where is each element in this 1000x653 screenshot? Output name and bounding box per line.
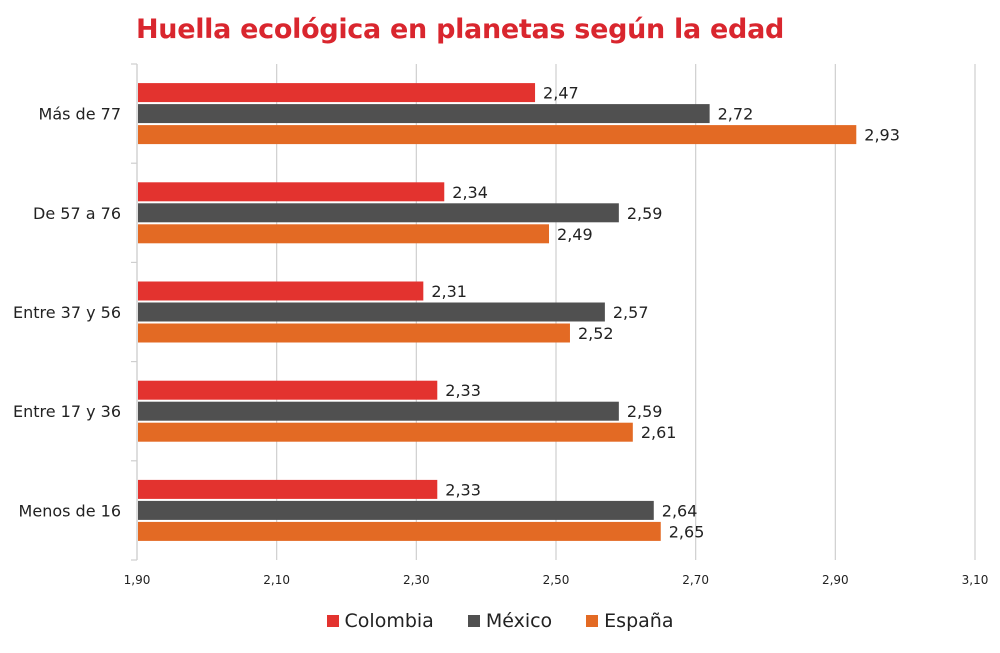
x-tick-label: 2,70	[682, 573, 709, 587]
data-label: 2,34	[452, 183, 488, 202]
x-tick-label: 2,50	[543, 573, 570, 587]
x-tick-label: 2,90	[822, 573, 849, 587]
bar-espana	[138, 224, 550, 244]
chart-title: Huella ecológica en planetas según la ed…	[136, 14, 785, 45]
legend-item-espana: España	[586, 610, 673, 632]
legend-swatch	[326, 615, 339, 627]
bar-espana	[138, 521, 661, 541]
data-label: 2,72	[718, 105, 754, 124]
bar-espana	[138, 422, 633, 442]
category-label: Entre 37 y 56	[13, 303, 121, 322]
data-label: 2,57	[613, 303, 649, 322]
legend-label: Colombia	[344, 610, 434, 632]
bar-mexico	[138, 401, 619, 421]
data-label: 2,59	[627, 402, 663, 421]
data-label: 2,33	[445, 480, 481, 499]
bar-espana	[138, 323, 570, 343]
x-tick-label: 1,90	[124, 573, 151, 587]
category-label: De 57 a 76	[33, 204, 121, 223]
x-tick-label: 3,10	[962, 573, 989, 587]
data-label: 2,31	[431, 282, 467, 301]
bar-colombia	[138, 479, 438, 499]
data-label: 2,61	[641, 423, 677, 442]
data-label: 2,49	[557, 225, 593, 244]
legend-item-mexico: México	[467, 610, 553, 632]
legend-item-colombia: Colombia	[326, 610, 434, 632]
legend-label: España	[604, 610, 674, 632]
legend-swatch	[467, 615, 480, 627]
bar-mexico	[138, 203, 619, 223]
bar-colombia	[138, 281, 424, 301]
bar-mexico	[138, 500, 654, 520]
bar-mexico	[138, 302, 605, 322]
bar-colombia	[138, 380, 438, 400]
category-label: Más de 77	[39, 105, 121, 124]
chart-legend: Colombia México España	[0, 606, 1000, 636]
legend-swatch	[586, 615, 599, 627]
bar-espana	[138, 125, 857, 145]
x-tick-label: 2,30	[403, 573, 430, 587]
data-label: 2,65	[669, 522, 705, 541]
data-label: 2,52	[578, 324, 614, 343]
data-label: 2,64	[662, 501, 698, 520]
bar-colombia	[138, 83, 536, 103]
x-tick-label: 2,10	[263, 573, 290, 587]
data-label: 2,33	[445, 381, 481, 400]
data-label: 2,93	[864, 126, 900, 145]
data-label: 2,59	[627, 204, 663, 223]
data-label: 2,47	[543, 84, 579, 103]
category-label: Menos de 16	[19, 501, 121, 520]
category-label: Entre 17 y 36	[13, 402, 121, 421]
legend-label: México	[485, 610, 553, 632]
bar-colombia	[138, 182, 445, 202]
bar-mexico	[138, 104, 710, 124]
